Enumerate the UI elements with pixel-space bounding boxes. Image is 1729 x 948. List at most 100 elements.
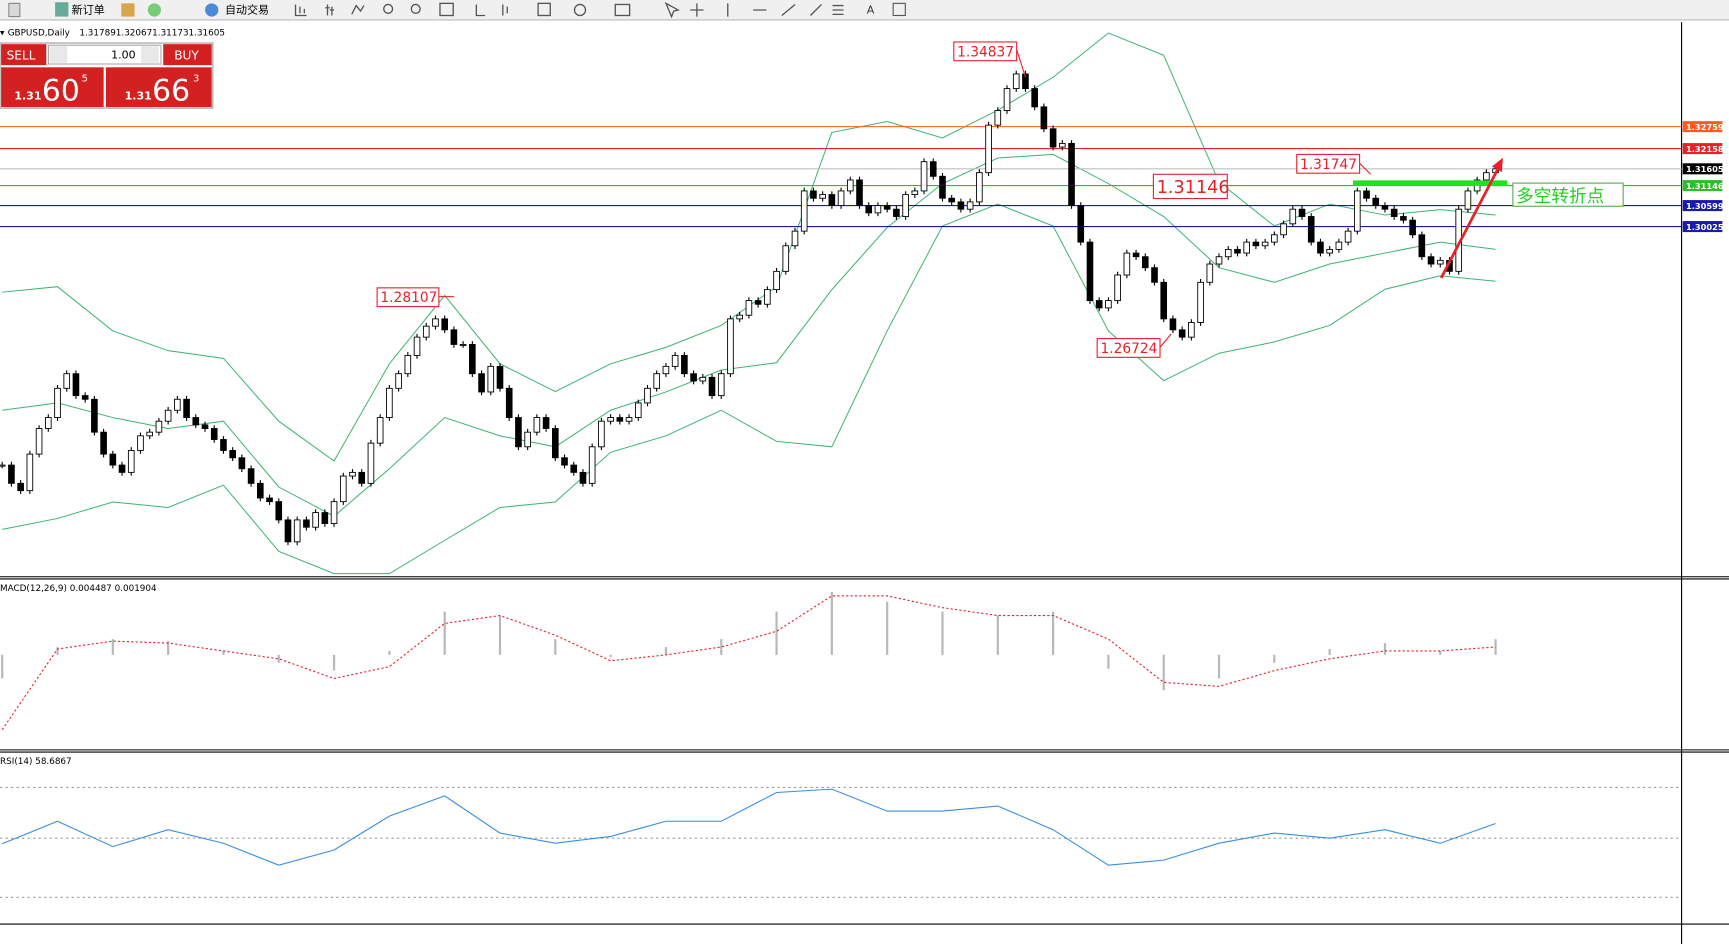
macd-bar [1273,654,1276,663]
macd-bar [1,654,4,679]
candle [339,475,347,503]
annotation-leader [1359,162,1372,175]
level-label: 1.31146 [1686,181,1724,191]
candle [1132,252,1140,258]
candle [1022,73,1029,90]
candle [754,300,762,305]
svg-text:▾: ▾ [0,28,5,38]
candle [1105,300,1112,309]
turning-box [1512,182,1624,207]
candle [441,318,448,331]
candle [1086,241,1094,302]
candle [450,329,458,345]
candle [1188,322,1195,338]
candle [303,519,310,528]
candle [155,420,163,433]
candle [1464,190,1472,210]
level-tag [1682,143,1723,155]
trade-panel: SELL 1.00 BUY 1.31 60 5 1.31 66 3 [0,42,214,109]
buy-big: 1.31 [125,89,152,102]
macd-bar [111,639,114,655]
candle [985,124,992,174]
sell-button[interactable] [1,44,47,66]
candle [201,424,209,429]
rsi-title: RSI(14) 58.6867 [0,757,72,767]
toolbar [0,0,1729,20]
macd-bar [443,611,446,655]
candle [625,417,633,422]
level-label: 1.32759 [1686,122,1724,132]
buy-pips: 66 [152,73,190,108]
new-order-button[interactable]: 新订单 [72,2,105,16]
level-tag [1682,163,1723,175]
candle [966,201,974,210]
annotation: 1.31146 [1157,178,1230,198]
candle [54,387,61,418]
candle [238,457,246,470]
new-order-icon[interactable] [55,2,69,17]
candle [533,417,541,433]
candle [1059,142,1066,148]
candle [44,417,52,429]
candle [487,365,495,393]
macd-bar [664,647,668,655]
macd-bar [388,650,391,655]
macd-bar [1051,611,1055,655]
candle [1114,274,1121,302]
trend-arrow-head [1491,157,1503,173]
candle [1427,256,1435,265]
candle [782,245,790,272]
candle [745,300,753,316]
candle [118,464,126,473]
candle [35,428,43,455]
annotation: 1.28107 [380,290,437,306]
candle [26,453,34,492]
trend-arrow [1439,164,1501,279]
candle [192,417,200,426]
candle [1206,263,1214,283]
bollinger-lower [2,203,1496,575]
auto-trading-button[interactable]: 自动交易 [225,2,269,16]
sell-label[interactable]: SELL [7,49,36,63]
macd-bar [1217,654,1221,679]
buy-button[interactable] [163,44,212,66]
level-label: 1.32158 [1686,144,1724,154]
candle [91,398,98,433]
candle [1169,318,1177,331]
buy-label[interactable]: BUY [174,49,199,63]
candle [358,471,366,484]
candle [0,464,6,467]
candle [469,344,476,375]
candle [1372,197,1380,206]
macd-bar [1107,654,1110,669]
candle [1307,216,1315,243]
candle [1040,106,1048,130]
candle [1178,329,1186,338]
candle [146,431,154,437]
candle [893,208,900,217]
candle [404,354,412,375]
macd-bar [720,639,723,655]
lots-input[interactable] [47,44,162,65]
sell-frac: 5 [82,74,88,85]
candle [644,387,651,404]
candle [1224,248,1232,258]
candle [1068,142,1075,206]
candle [837,190,845,206]
candle [1271,234,1278,243]
macd-bar [830,591,833,655]
macd-bar [1383,643,1387,655]
auto-trading-icon[interactable] [205,3,219,17]
candle [8,464,15,484]
level-tag [1682,180,1723,192]
candle [164,409,172,422]
candle [1363,190,1370,199]
sell-price-box[interactable] [1,67,104,108]
candle [1326,248,1333,254]
candle [109,453,117,466]
buy-price-box[interactable] [105,67,212,108]
candle [1003,88,1011,111]
lots[interactable]: 1.00 [111,48,136,61]
close: 1.31605 [189,28,225,38]
candle [662,365,670,375]
